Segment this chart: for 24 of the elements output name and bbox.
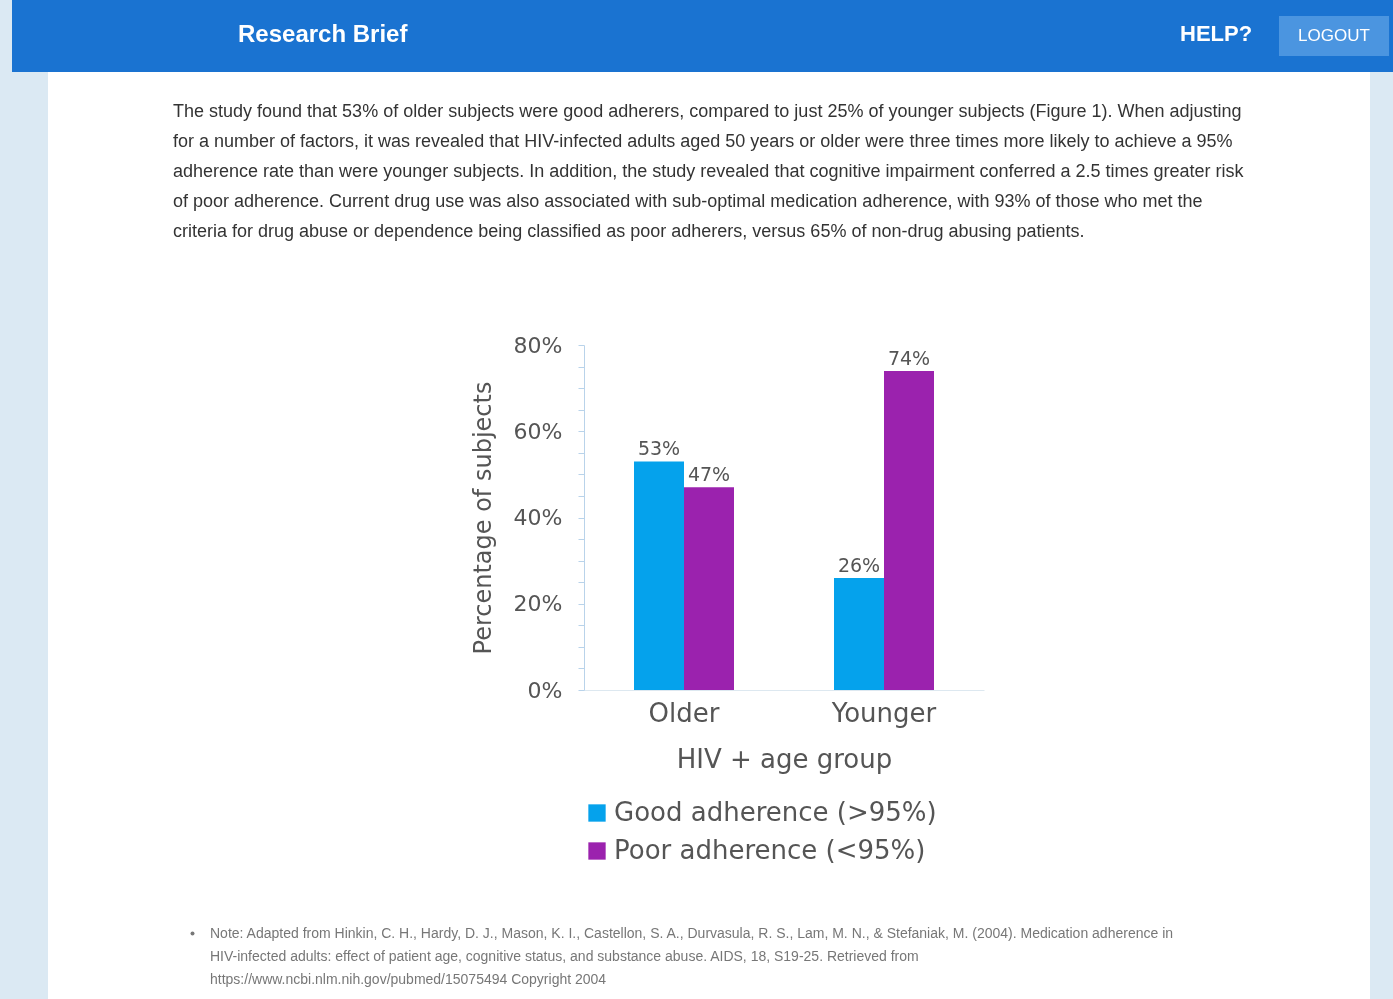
text: The study found that 53% of older subjects were good adherers, compared to just 25% of younger subjects (Figure 1). When adjusting for a number of factors, it was revealed that HIV-infected adults aged 50 years or older were three times more likely to achieve a 95% adherence rate than were younger subjects. In addition, the study revealed that cognitive impairment conferred a 2.5 times greater risk of poor adherence. Current drug use was also associated with sub-optimal medication adherence, with 93% of those who met the criteria for drug abuse or dependence being classified as poor adherers, versus 65% of non-drug abusing patients. <box>173 100 1245 243</box>
data-label: 47% <box>687 463 731 486</box>
y-tick-label: 80% <box>513 332 563 358</box>
legend-label: Poor adherence (<95%) <box>614 835 926 865</box>
bar <box>884 370 934 690</box>
y-tick-label: 0% <box>527 677 563 703</box>
bar <box>634 461 684 690</box>
text: HELP? <box>1180 21 1253 47</box>
x-tick-label: Younger <box>830 697 937 728</box>
legend-label: Good adherence (>95%) <box>614 797 937 827</box>
bar <box>684 487 734 690</box>
y-tick-label: 20% <box>513 591 563 617</box>
data-label: 74% <box>887 346 931 369</box>
x-tick-label: Older <box>648 697 720 728</box>
text: Note: Adapted from Hinkin, C. H., Hardy, D. J., Mason, K. I., Castellon, S. A., Durvasula, R. S., Lam, M. N., & Stefaniak, M. (2004). Medication adherence in HIV-infected adults: effect of patient age, cognitive status, and substance abuse. AIDS, 18, S19-25. Retrieved from https://www.ncbi.nlm.nih.gov/pubmed/15075494 Copyright 2004 <box>210 924 1175 989</box>
data-label: 26% <box>837 553 881 576</box>
text: LOGOUT <box>1279 16 1389 56</box>
x-axis-title: HIV + age group <box>676 743 893 774</box>
y-tick-label: 60% <box>513 418 563 444</box>
y-axis-title: Percentage of subjects <box>468 381 497 655</box>
text: Research Brief <box>238 20 408 48</box>
bar <box>834 577 884 690</box>
y-tick-label: 40% <box>513 505 563 530</box>
data-label: 53% <box>637 437 681 460</box>
